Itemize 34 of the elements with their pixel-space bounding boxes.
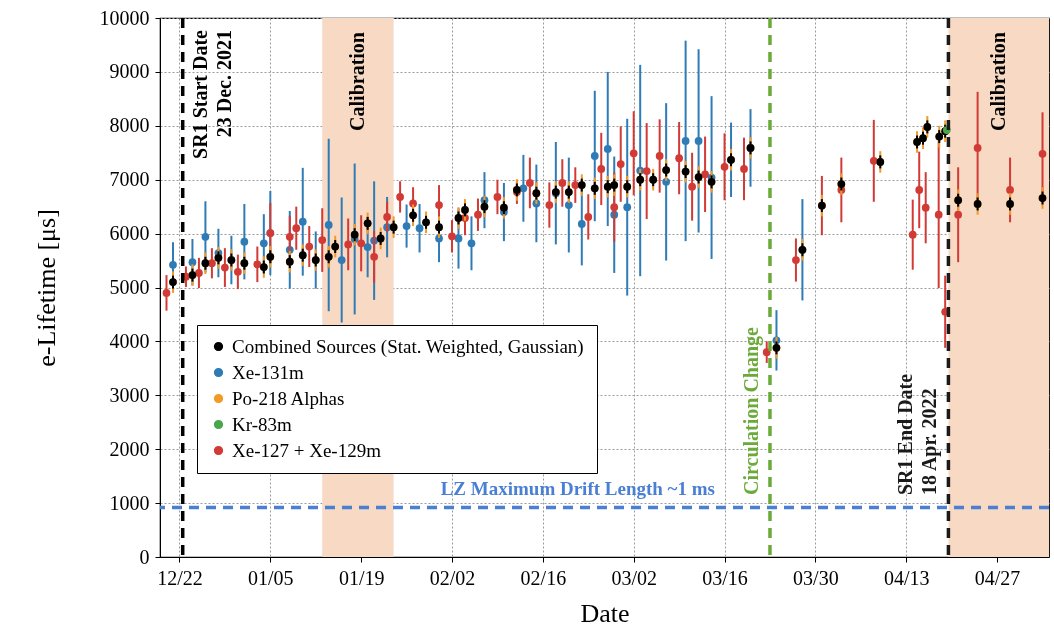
- y-tick-label: 6000: [109, 222, 150, 245]
- ref-line-label: Circulation Change: [739, 326, 763, 495]
- y-tick-label: 5000: [109, 276, 150, 298]
- y-tick-label: 3000: [109, 383, 150, 406]
- y-tick-label: 7000: [109, 168, 150, 191]
- x-tick-label: 12/22: [157, 566, 203, 589]
- y-tick-label: 4000: [109, 329, 150, 352]
- legend-label: Xe-127 + Xe-129m: [232, 439, 382, 461]
- ref-line-label: SR1 End Date 18 Apr. 2022: [894, 373, 942, 495]
- y-tick-label: 0: [139, 545, 150, 568]
- x-tick-label: 03/16: [702, 566, 748, 589]
- y-tick-label: 8000: [109, 114, 150, 137]
- y-tick-label: 2000: [109, 437, 150, 460]
- x-tick-label: 03/02: [611, 566, 657, 589]
- ref-line-label: SR1 Start Date 23 Dec. 2021: [188, 29, 235, 159]
- legend-label: Xe-131m: [232, 361, 304, 383]
- x-tick-label: 04/13: [883, 566, 930, 589]
- y-tick-label: 1000: [109, 491, 150, 514]
- x-tick-label: 01/05: [248, 566, 294, 589]
- x-axis-title: Date: [580, 598, 630, 628]
- y-axis-title: e-Lifetime [μs]: [31, 209, 61, 367]
- x-tick-label: 02/02: [429, 566, 476, 589]
- x-tick-label: 03/30: [793, 566, 839, 589]
- x-tick-label: 01/19: [338, 566, 385, 589]
- x-tick-label: 02/16: [520, 566, 567, 589]
- band-label: Calibration: [345, 32, 368, 131]
- x-tick-label: 04/27: [974, 566, 1021, 589]
- band-label: Calibration: [986, 32, 1009, 131]
- y-tick-label: 10000: [99, 6, 150, 29]
- legend-label: Combined Sources (Stat. Weighted, Gaussian): [232, 335, 584, 358]
- legend-label: Kr-83m: [232, 413, 292, 435]
- legend-label: Po-218 Alphas: [232, 387, 345, 409]
- y-tick-label: 9000: [109, 60, 150, 83]
- ref-line-label: LZ Maximum Drift Length ~1 ms: [440, 478, 715, 500]
